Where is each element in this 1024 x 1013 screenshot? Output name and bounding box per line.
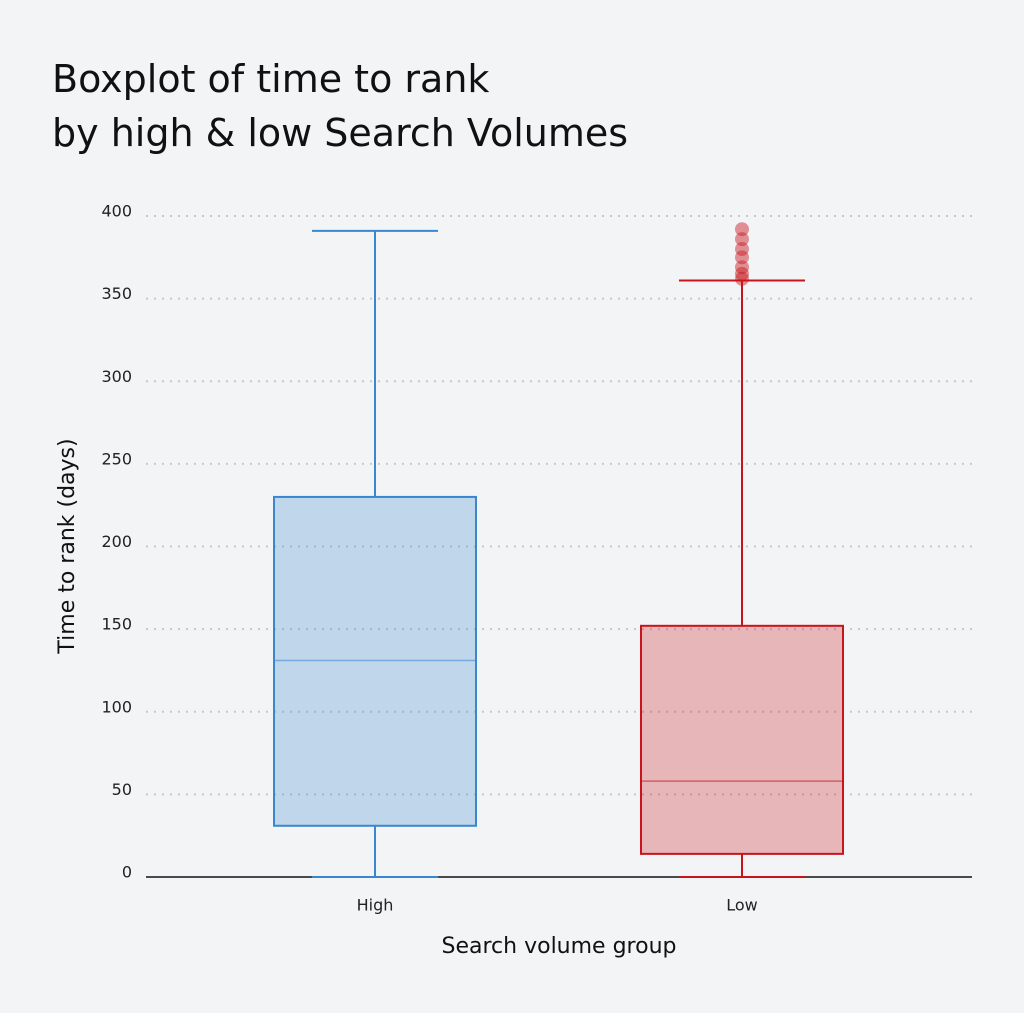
- outlier: [735, 250, 749, 265]
- x-tick-label: Low: [726, 896, 758, 915]
- outlier: [735, 266, 749, 281]
- outlier: [735, 232, 749, 247]
- x-axis-label: Search volume group: [442, 934, 677, 959]
- outlier: [735, 271, 749, 286]
- x-tick-label: High: [357, 896, 394, 915]
- outlier: [735, 242, 749, 257]
- chart-title: by high & low Search Volumes: [52, 111, 628, 155]
- chart-title: Boxplot of time to rank: [52, 57, 489, 101]
- outlier: [735, 260, 749, 275]
- y-tick-label: 150: [101, 615, 132, 634]
- box: [273, 495, 477, 827]
- y-tick-label: 50: [112, 780, 132, 799]
- y-tick-label: 300: [101, 367, 132, 386]
- y-tick-label: 400: [101, 202, 132, 221]
- outlier: [735, 222, 749, 237]
- y-tick-label: 250: [101, 449, 132, 468]
- y-tick-label: 100: [101, 697, 132, 716]
- box: [640, 624, 844, 855]
- y-tick-label: 350: [101, 284, 132, 303]
- y-tick-label: 200: [101, 532, 132, 551]
- y-tick-label: 0: [122, 863, 132, 882]
- y-axis-label: Time to rank (days): [55, 438, 80, 654]
